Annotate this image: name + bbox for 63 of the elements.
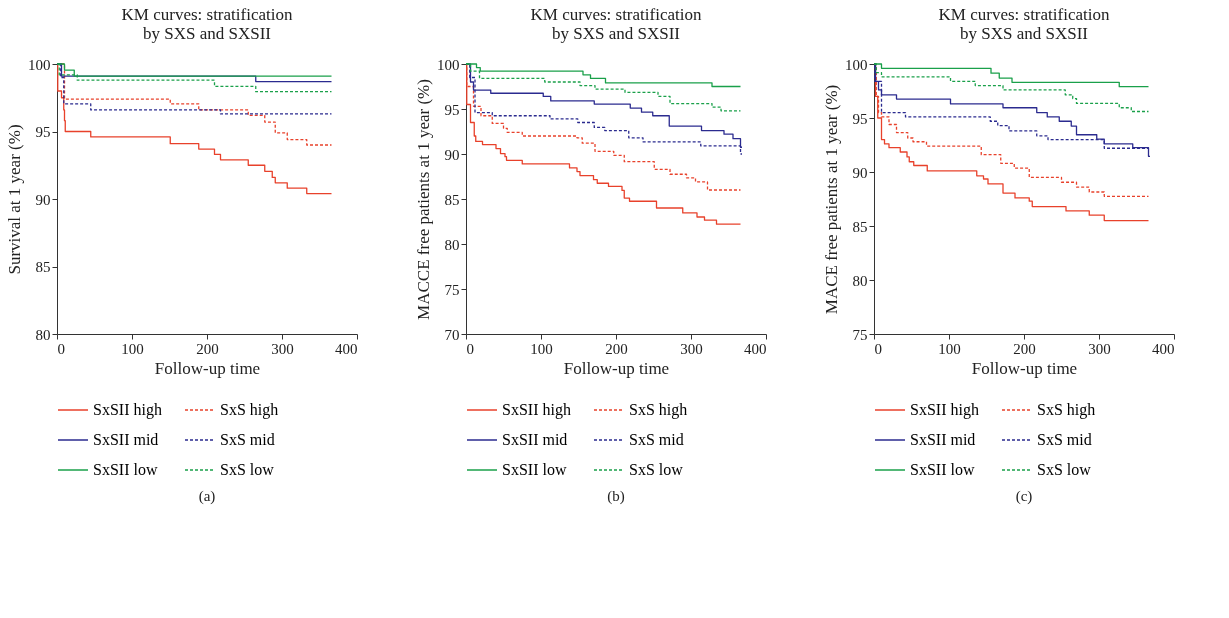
x-tick-label: 300 [680,340,703,357]
legend-label: SxSII low [910,461,975,478]
y-tick-label: 85 [444,191,460,208]
y-tick-label: 95 [444,101,460,118]
y-tick-label: 90 [852,164,868,181]
y-axis-title: MACE free patients at 1 year (%) [822,84,841,315]
y-tick-label: 75 [852,326,868,343]
x-tick-label: 200 [1013,340,1036,357]
x-tick-label: 200 [196,340,219,357]
legend-label: SxSII high [502,401,571,419]
text: (b) [607,488,625,505]
chart-title: KM curves: stratification by SXS and SXSII [938,5,1110,43]
y-tick-label: 70 [444,326,460,343]
y-tick-label: 100 [845,56,868,73]
y-tick-label: 90 [444,146,460,163]
y-axis-title: Survival at 1 year (%) [5,124,24,275]
x-tick-label: 100 [121,340,144,357]
legend-label: SxS high [1037,401,1096,419]
x-tick-label: 0 [466,340,474,357]
y-tick-label: 100 [437,56,460,73]
chart-title: KM curves: stratification by SXS and SXSII [530,5,702,43]
y-tick-label: 85 [35,259,51,275]
legend-label: SxS low [1037,461,1092,478]
chart-title: KM curves: stratification by SXS and SXSII [121,5,293,43]
legend-label: SxSII low [93,461,158,478]
y-tick-label: 80 [444,236,460,253]
legend-label: SxS mid [629,431,684,448]
legend-label: SxSII mid [910,431,976,448]
legend-label: SxSII mid [93,431,159,448]
x-tick-label: 0 [874,340,882,357]
y-tick-label: 80 [35,326,51,343]
y-tick-label: 90 [35,191,51,208]
legend-label: SxSII mid [502,431,568,448]
x-tick-label: 0 [57,340,65,357]
legend-label: SxS high [220,401,279,419]
y-axis-title: MACCE free patients at 1 year (%) [414,79,433,320]
x-tick-label: 300 [271,340,294,357]
legend-label: SxS low [220,461,275,478]
text: (a) [198,488,216,505]
y-tick-label: 95 [35,124,51,140]
y-tick-label: 85 [852,218,868,235]
legend-label: SxS high [629,401,688,419]
x-axis-title: Follow-up time [154,358,261,378]
legend-label: SxS low [629,461,684,478]
x-tick-label: 100 [938,340,961,357]
x-tick-label: 200 [605,340,628,357]
text: (c) [1015,488,1033,505]
legend-label: SxSII high [93,401,162,419]
legend-label: SxSII low [502,461,567,478]
y-tick-label: 75 [444,281,460,298]
y-tick-label: 95 [852,110,868,127]
x-axis-title: Follow-up time [563,358,670,378]
y-tick-label: 100 [28,56,51,73]
x-tick-label: 400 [744,340,767,357]
legend-label: SxS mid [220,431,275,448]
x-tick-label: 300 [1088,340,1111,357]
x-tick-label: 400 [335,340,358,357]
legend-label: SxSII high [910,401,979,419]
legend-label: SxS mid [1037,431,1092,448]
x-tick-label: 400 [1152,340,1175,357]
x-tick-label: 100 [530,340,553,357]
x-axis-title: Follow-up time [971,358,1078,378]
y-tick-label: 80 [852,272,868,289]
